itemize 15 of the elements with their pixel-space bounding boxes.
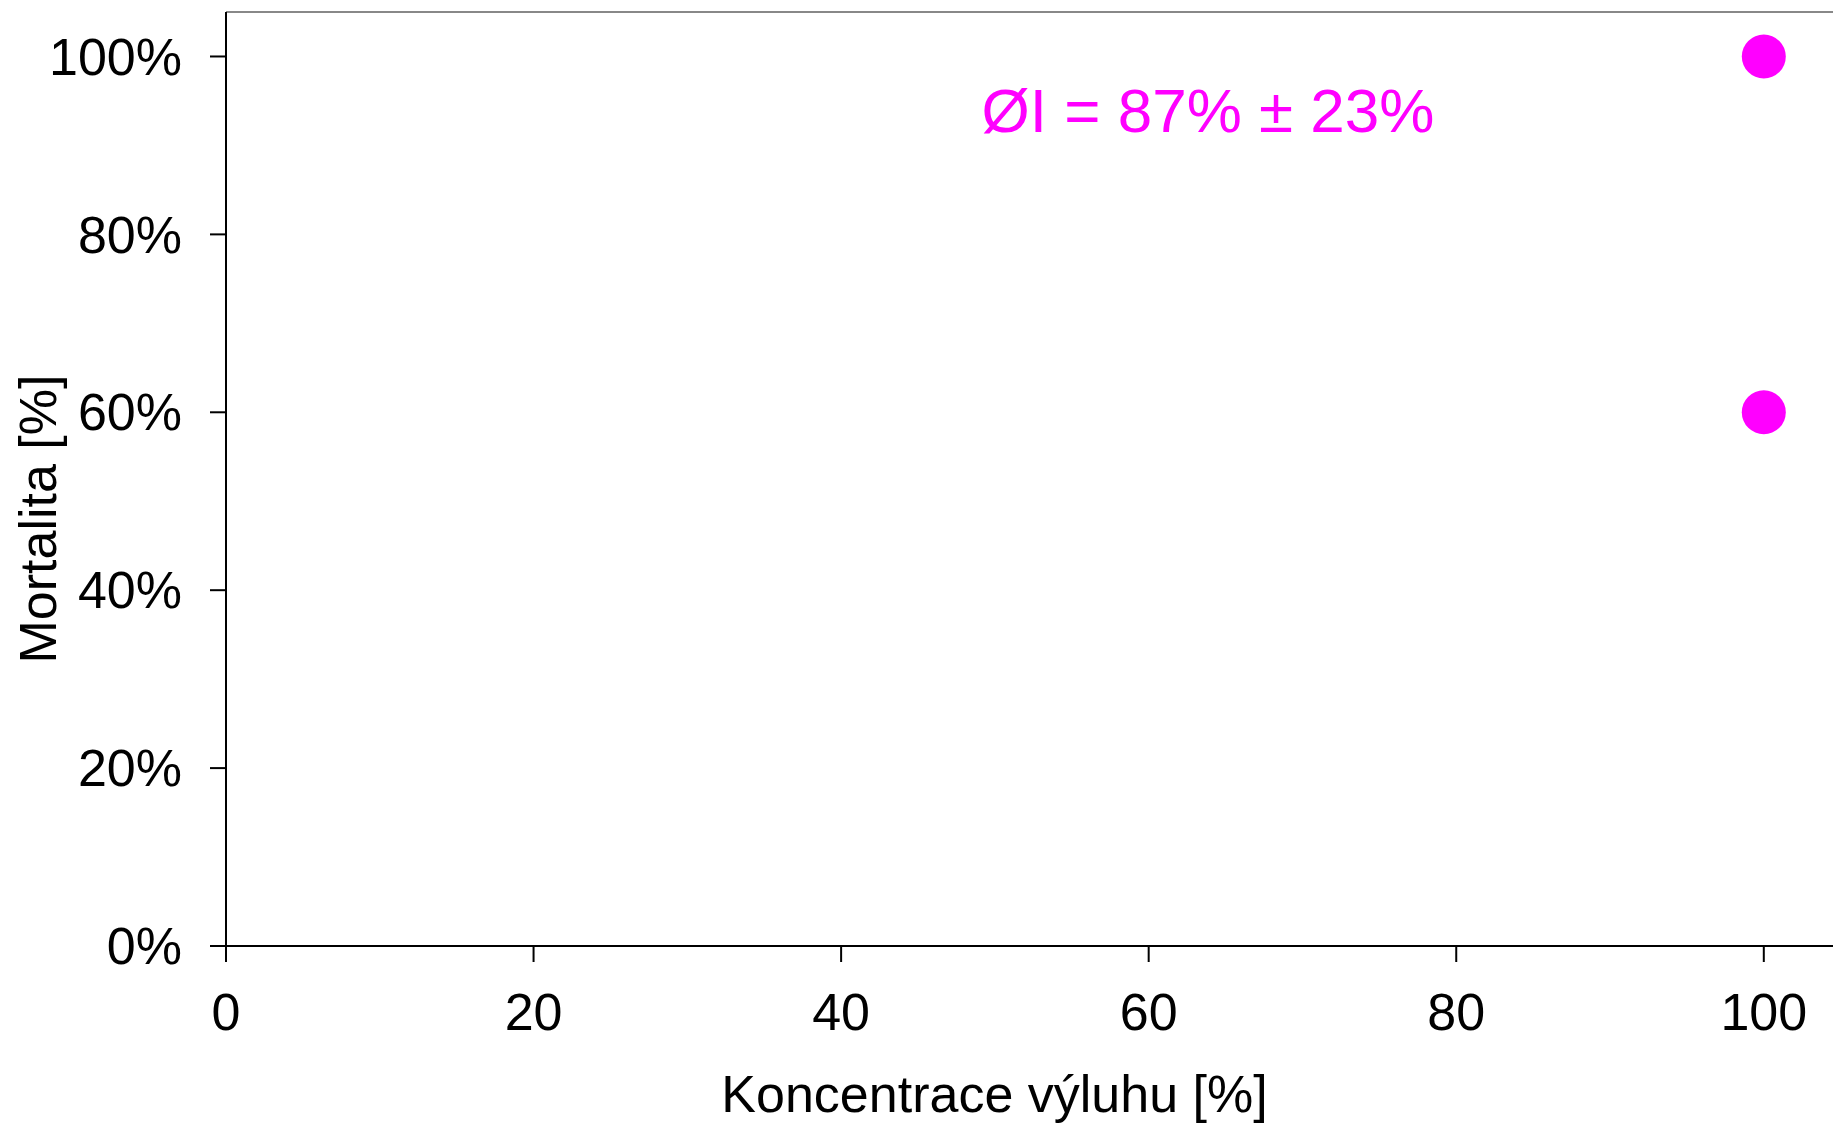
x-tick-label: 100 [1720, 983, 1808, 1041]
x-tick-label: 80 [1427, 983, 1486, 1041]
x-tick-label: 0 [211, 983, 241, 1041]
y-tick-label: 40% [77, 561, 182, 620]
y-tick-label: 80% [77, 205, 182, 264]
y-axis-title: Mortalita [%] [9, 374, 67, 664]
x-tick-label: 40 [812, 983, 871, 1041]
y-tick-label: 0% [106, 917, 182, 976]
y-tick-label: 100% [49, 27, 182, 86]
y-tick-label: 60% [77, 383, 182, 442]
x-tick-label: 60 [1119, 983, 1178, 1041]
x-axis-title: Koncentrace výluhu [%] [721, 1065, 1268, 1123]
annotation: ØI = 87% ± 23% [981, 76, 1435, 145]
x-tick-label: 20 [504, 983, 563, 1041]
y-tick-label: 20% [77, 739, 182, 798]
